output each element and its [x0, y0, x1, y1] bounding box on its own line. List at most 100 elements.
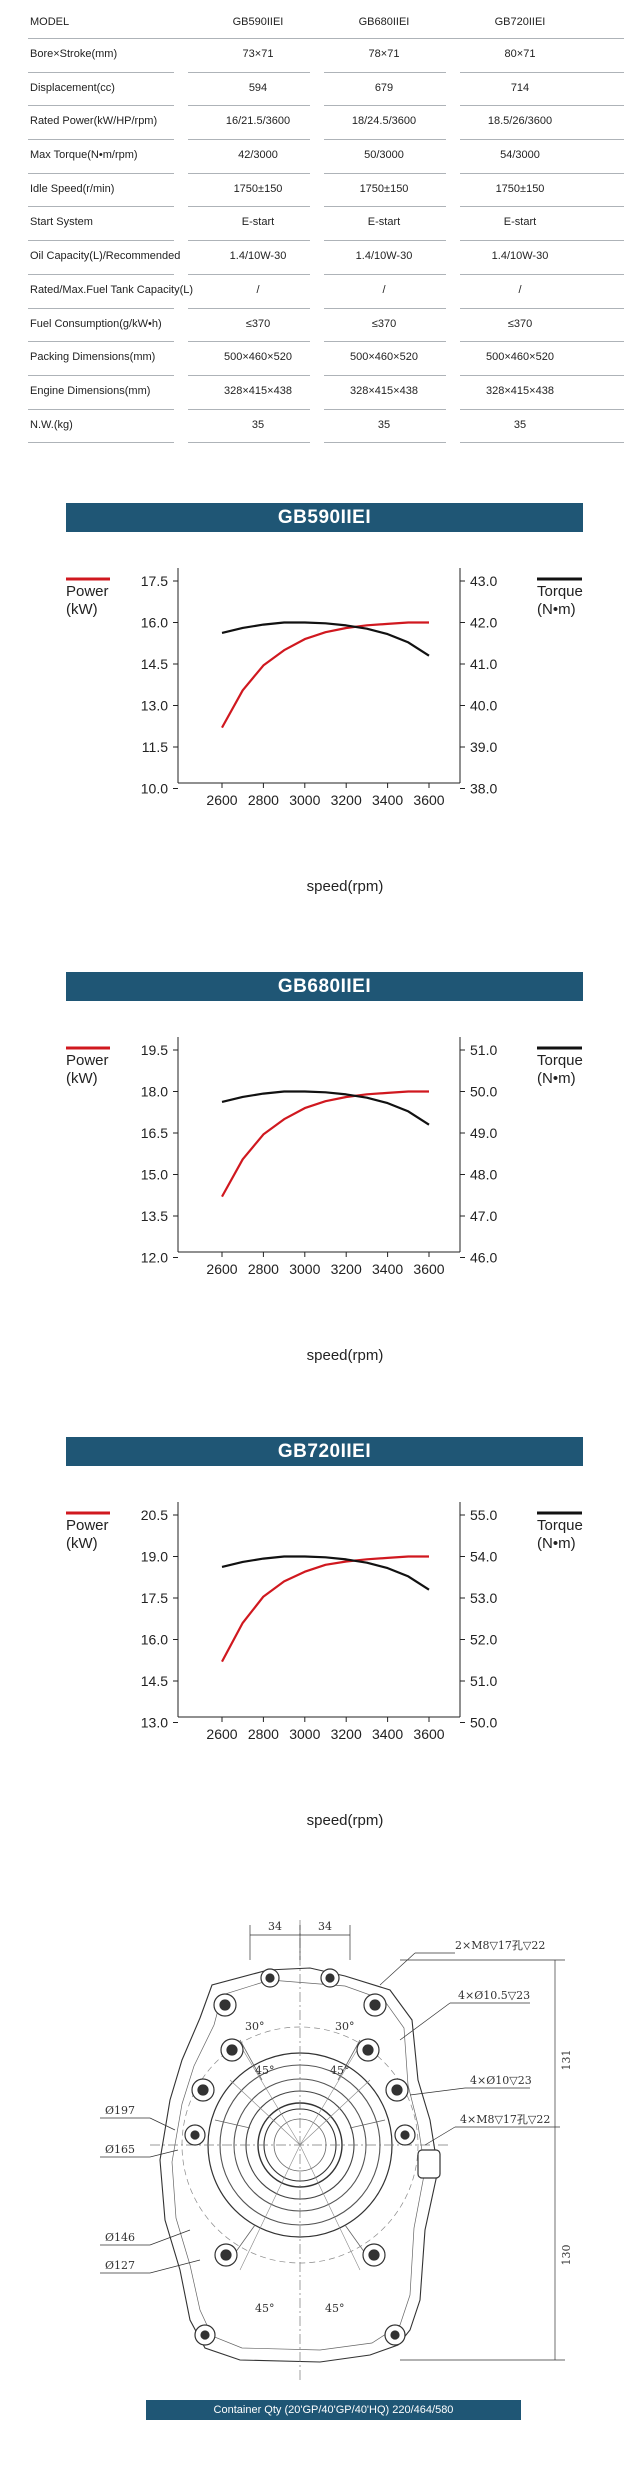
spec-row-gap	[310, 102, 324, 107]
spec-row-value-3: 714	[510, 81, 530, 94]
spec-row: N.W.(kg) 35 35 35	[28, 410, 624, 444]
spec-row-value-2: 1.4/10W-30	[355, 250, 413, 263]
power-series-line	[221, 1555, 429, 1663]
dim-callout-2: 4×Ø10.5▽23	[458, 1989, 530, 2002]
left-tick-label: 11.5	[142, 739, 168, 755]
right-tick-label: 46.0	[470, 1250, 497, 1266]
spec-header-model-1: GB590IIEI	[232, 16, 284, 28]
power-legend: Power (kW)	[66, 1052, 109, 1088]
left-tick-label: 14.5	[141, 656, 168, 672]
spec-row-gap	[310, 136, 324, 141]
spec-row-gap	[310, 304, 324, 309]
spec-row-gap	[310, 271, 324, 276]
left-tick-label: 16.0	[141, 615, 168, 631]
x-tick-label: 3000	[289, 1726, 320, 1742]
spec-row-value-1: 1750±150	[233, 182, 283, 195]
x-tick-label: 3400	[372, 1726, 403, 1742]
spec-row-gap	[446, 271, 460, 276]
spec-row-gap	[446, 136, 460, 141]
spec-row-value-1: 16/21.5/3600	[225, 115, 291, 128]
x-tick-label: 2600	[206, 1726, 237, 1742]
spec-row-value-1: 500×460×520	[224, 351, 292, 364]
dim-top-right: 34	[318, 1920, 332, 1933]
spec-row-gap	[174, 372, 188, 377]
spec-row-gap	[446, 439, 460, 444]
spec-row-value-1: 35	[251, 418, 265, 431]
power-series-line	[221, 621, 429, 729]
spec-row-value-3: /	[518, 283, 522, 296]
spec-row-gap	[446, 102, 460, 107]
right-tick-label: 38.0	[470, 781, 497, 797]
spec-row-value-3: 1.4/10W-30	[491, 250, 549, 263]
dim-callout-3: 4×Ø10▽23	[470, 2074, 532, 2087]
torque-legend-label: Torque	[537, 1052, 583, 1069]
spec-row-value-1: ≤370	[245, 317, 271, 330]
spec-row: Fuel Consumption(g/kW•h) ≤370 ≤370 ≤370	[28, 309, 624, 343]
right-tick-label: 54.0	[470, 1549, 497, 1565]
right-tick-label: 47.0	[470, 1208, 497, 1224]
spec-row-value-2: 18/24.5/3600	[351, 115, 417, 128]
power-legend: Power (kW)	[66, 1517, 109, 1553]
left-tick-label: 15.0	[141, 1167, 168, 1183]
spec-row-value-2: ≤370	[371, 317, 397, 330]
dim-dia-146: Ø146	[105, 2231, 135, 2244]
spec-row-value-2: /	[382, 283, 386, 296]
dim-angle-6: 45°	[325, 2302, 345, 2315]
spec-row-value-3: 1750±150	[495, 182, 545, 195]
spec-row: Displacement(cc) 594 679 714	[28, 73, 624, 107]
spec-row: Idle Speed(r/min) 1750±150 1750±150 1750±15…	[28, 174, 624, 208]
spec-header-model-3: GB720IIEI	[494, 16, 546, 28]
spec-row-gap	[174, 170, 188, 175]
spec-row-value-3: E-start	[503, 216, 537, 229]
spec-row-gap	[446, 203, 460, 208]
spec-row: Bore×Stroke(mm) 73×71 78×71 80×71	[28, 39, 624, 73]
dim-angle-5: 45°	[255, 2302, 275, 2315]
spec-row-value-1: 594	[248, 81, 268, 94]
spec-row-value-1: 42/3000	[238, 149, 278, 162]
spec-row-label: Packing Dimensions(mm)	[30, 351, 156, 364]
dim-top-left: 34	[268, 1920, 282, 1933]
spec-row-gap	[174, 237, 188, 242]
x-tick-label: 3200	[331, 1726, 362, 1742]
x-tick-label: 3400	[372, 1261, 403, 1277]
spec-row-gap	[310, 203, 324, 208]
left-tick-label: 13.0	[141, 698, 168, 714]
left-tick-label: 20.5	[141, 1507, 168, 1523]
spec-row-gap	[310, 237, 324, 242]
x-tick-label: 3000	[289, 1261, 320, 1277]
power-legend-unit: (kW)	[66, 1535, 98, 1552]
spec-row: Rated/Max.Fuel Tank Capacity(L) / / /	[28, 275, 624, 309]
power-legend-label: Power	[66, 1517, 109, 1534]
power-legend-unit: (kW)	[66, 601, 98, 618]
spec-row-gap	[446, 237, 460, 242]
spec-row-label: Engine Dimensions(mm)	[30, 384, 151, 397]
dim-angle-1: 30°	[245, 2020, 265, 2033]
dim-angle-2: 30°	[335, 2020, 355, 2033]
dim-height-lower: 130	[560, 2245, 573, 2266]
torque-series-line	[221, 621, 430, 657]
spec-row-value-1: /	[256, 283, 260, 296]
spec-row: Max Torque(N•m/rpm) 42/3000 50/3000 54/3000	[28, 140, 624, 175]
spec-row-value-3: 328×415×438	[486, 384, 554, 397]
spec-row-gap	[174, 69, 188, 73]
spec-row-gap	[310, 338, 324, 343]
spec-row-gap	[446, 69, 460, 73]
x-tick-label: 3000	[289, 792, 320, 808]
spec-row-gap	[174, 439, 188, 444]
right-tick-label: 43.0	[470, 573, 497, 589]
spec-row-gap	[310, 439, 324, 444]
housing-outline	[159, 1967, 439, 2363]
spec-row-gap	[446, 405, 460, 410]
spec-row-value-3: 80×71	[504, 48, 536, 60]
spec-row-gap	[174, 405, 188, 410]
spec-row-value-1: 328×415×438	[224, 384, 292, 397]
left-tick-label: 19.5	[141, 1042, 168, 1058]
dim-dia-127: Ø127	[105, 2259, 135, 2272]
spec-row-gap	[446, 372, 460, 377]
right-tick-label: 49.0	[470, 1125, 497, 1141]
chart-gb720: GB720IIEI Power (kW) Torque (N•m) 20.5 19…	[0, 1437, 640, 1837]
right-tick-label: 55.0	[470, 1507, 497, 1523]
spec-row-value-1: E-start	[241, 216, 275, 229]
spec-row-value-2: 35	[377, 418, 391, 431]
